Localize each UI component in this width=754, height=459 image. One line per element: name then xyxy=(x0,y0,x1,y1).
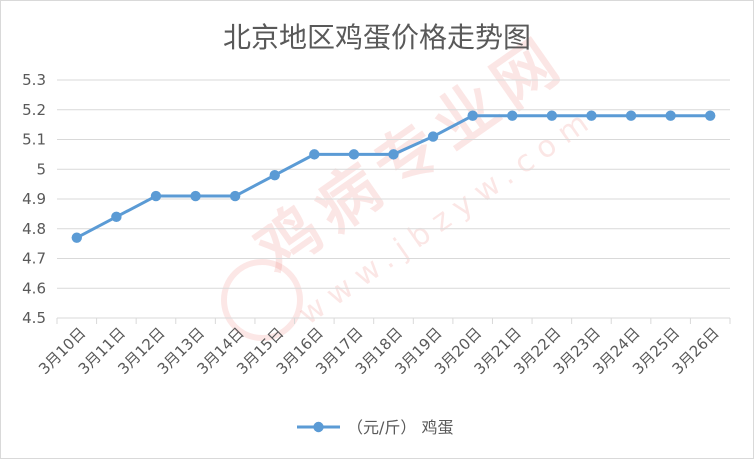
series-egg xyxy=(71,110,716,243)
data-point xyxy=(348,149,360,160)
data-point xyxy=(269,170,280,181)
chart-title: 北京地区鸡蛋价格走势图 xyxy=(223,21,531,54)
data-point xyxy=(190,190,201,202)
data-point xyxy=(111,211,122,223)
legend: （元/斤） 鸡蛋 xyxy=(297,418,453,437)
data-point xyxy=(507,110,518,121)
watermark-logo xyxy=(221,259,303,341)
data-point xyxy=(427,131,439,142)
y-tick-label: 5.3 xyxy=(22,71,46,89)
data-point xyxy=(546,110,558,121)
y-tick-label: 5.2 xyxy=(22,101,46,119)
y-tick-label: 4.5 xyxy=(22,309,46,327)
data-point xyxy=(705,110,716,121)
data-point xyxy=(150,190,162,202)
data-point xyxy=(388,149,399,160)
y-tick-label: 5.1 xyxy=(22,131,46,149)
y-tick-label: 5 xyxy=(36,160,46,178)
legend-marker xyxy=(313,421,324,433)
y-axis-tick-labels: 4.5 4.6 4.7 4.8 4.9 5 5.1 5.2 5.3 xyxy=(22,71,46,327)
data-point xyxy=(625,110,637,121)
legend-label: （元/斤） 鸡蛋 xyxy=(347,418,453,437)
gridlines xyxy=(57,79,730,319)
data-point xyxy=(665,110,676,121)
data-point xyxy=(586,110,597,121)
y-tick-label: 4.8 xyxy=(22,220,46,238)
data-point xyxy=(467,110,478,121)
data-point xyxy=(309,149,320,160)
data-point xyxy=(229,190,241,202)
y-tick-label: 4.7 xyxy=(22,250,46,268)
y-tick-label: 4.9 xyxy=(22,190,46,208)
data-point xyxy=(71,232,82,243)
y-tick-label: 4.6 xyxy=(22,279,46,297)
